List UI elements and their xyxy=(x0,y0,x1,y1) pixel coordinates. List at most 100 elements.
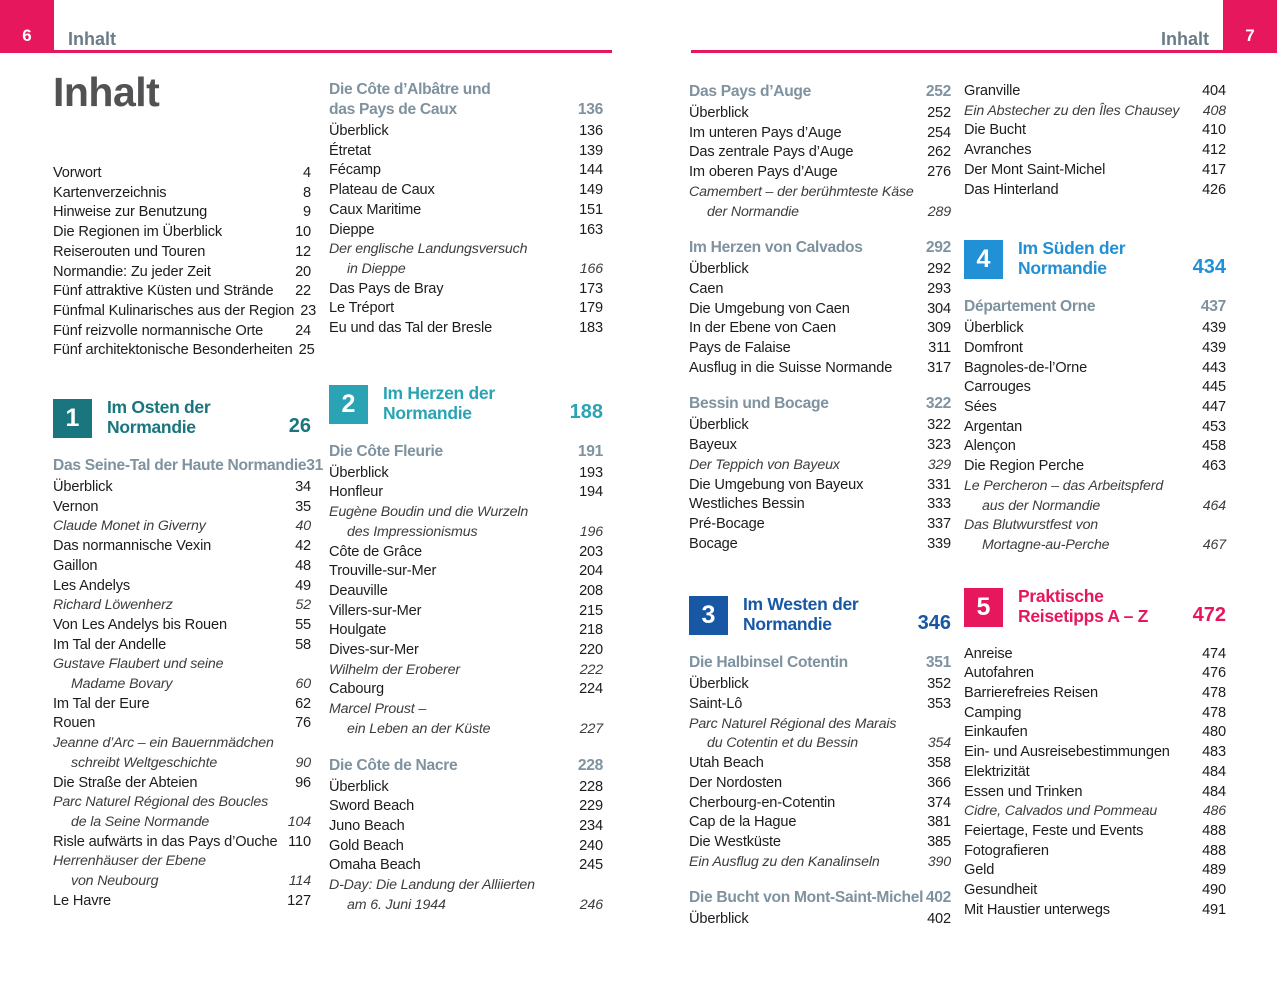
toc-entry-page: 127 xyxy=(287,892,311,909)
toc-entry-page: 220 xyxy=(579,642,603,659)
toc-entry: Gold Beach 240 xyxy=(329,837,603,857)
toc-entry-page: 24 xyxy=(295,322,311,339)
toc-entry-page: 333 xyxy=(927,496,951,513)
toc-entry: Dives-sur-Mer 220 xyxy=(329,641,603,661)
toc-entry-label: Ausflug in die Suisse Normande xyxy=(689,359,893,376)
subsection-header: Die Côte Fleurie 191 xyxy=(329,442,603,462)
toc-entry-label: Gesundheit xyxy=(964,882,1038,899)
toc-entry-label: Die Straße der Abteien xyxy=(53,774,198,791)
toc-excursus-entry-label: Wilhelm der Eroberer xyxy=(329,661,460,678)
toc-entry-page: 480 xyxy=(1202,724,1226,741)
toc-excursus-entry-line2-page: 90 xyxy=(295,754,312,771)
toc-entry-page: 35 xyxy=(295,498,311,515)
toc-excursus-entry-page: 222 xyxy=(579,661,603,678)
toc-entry-page: 245 xyxy=(579,857,603,874)
toc-excursus-entry-line2-label: de la Seine Normande xyxy=(71,813,210,830)
toc-entry-page: 151 xyxy=(579,201,603,218)
toc-entry-page: 62 xyxy=(295,695,311,712)
toc-entry-label: Juno Beach xyxy=(329,817,405,834)
toc-excursus-entry-line2: Madame Bovary 60 xyxy=(53,675,311,695)
toc-entry: Überblick 193 xyxy=(329,464,603,484)
toc-excursus-entry-line2-label: schreibt Weltgeschichte xyxy=(71,754,218,771)
toc-entry: Überblick 352 xyxy=(689,675,951,695)
toc-excursus-entry-line1-label: D-Day: Die Landung der Alliierten xyxy=(329,877,535,894)
toc-excursus-entry-line2-label: Mortagne-au-Perche xyxy=(982,536,1110,553)
section-title-line1: Im Süden der xyxy=(1018,238,1126,259)
toc-excursus-entry-label: Claude Monet in Giverny xyxy=(53,518,206,535)
toc-entry-label: Villers-sur-Mer xyxy=(329,602,422,619)
toc-entry: Pays de Falaise 311 xyxy=(689,339,951,359)
toc-entry-label: Fünf architektonische Besonderheiten xyxy=(53,342,293,359)
toc-entry: Sword Beach 229 xyxy=(329,797,603,817)
toc-entry-label: Geld xyxy=(964,862,995,879)
toc-entry-page: 447 xyxy=(1202,399,1226,416)
toc-entry-label: Kartenverzeichnis xyxy=(53,184,167,201)
toc-entry-page: 443 xyxy=(1202,359,1226,376)
toc-entry-page: 476 xyxy=(1202,665,1226,682)
toc-entry-label: Cabourg xyxy=(329,681,384,698)
section-title-line2: Normandie xyxy=(743,614,832,635)
toc-entry: Die Westküste 385 xyxy=(689,833,951,853)
toc-entry-page: 254 xyxy=(927,124,951,141)
toc-entry-label: Vernon xyxy=(53,498,99,515)
toc-entry-page: 304 xyxy=(927,300,951,317)
toc-excursus-entry-line2: in Dieppe 166 xyxy=(329,260,603,280)
toc-entry: Argentan 453 xyxy=(964,418,1226,438)
toc-entry: Geld 489 xyxy=(964,861,1226,881)
toc-entry-label: Fünf reizvolle normannische Orte xyxy=(53,322,264,339)
toc-entry: Eu und das Tal der Bresle 183 xyxy=(329,319,603,339)
subsection-header-page: 252 xyxy=(925,83,951,100)
toc-excursus-entry-line1: Herrenhäuser der Ebene xyxy=(53,852,311,872)
subsection-header-page: 31 xyxy=(306,457,323,475)
toc-excursus-entry-line1-label: Parc Naturel Régional des Marais xyxy=(689,715,897,732)
toc-entry-page: 149 xyxy=(579,182,603,199)
toc-entry-label: Mit Haustier unterwegs xyxy=(964,901,1110,918)
toc-entry: Mit Haustier unterwegs 491 xyxy=(964,901,1226,921)
toc-entry-page: 240 xyxy=(579,837,603,854)
toc-entry-page: 353 xyxy=(927,696,951,713)
toc-entry-label: Überblick xyxy=(689,911,749,928)
subsection-header-page: 402 xyxy=(925,889,951,907)
toc-excursus-entry-label: Richard Löwenherz xyxy=(53,597,173,614)
toc-entry-page: 311 xyxy=(928,340,951,357)
toc-entry-page: 34 xyxy=(295,479,311,496)
toc-entry: Utah Beach 358 xyxy=(689,754,951,774)
subsection-header-page: 437 xyxy=(1200,298,1226,316)
toc-excursus-entry-line1: Parc Naturel Régional des Marais xyxy=(689,715,951,735)
toc-entry-page: 25 xyxy=(298,342,315,359)
header-rule-left xyxy=(54,50,612,53)
toc-excursus-entry-line1: Camembert – der berühmteste Käse xyxy=(689,183,951,203)
toc-entry: Die Region Perche 463 xyxy=(964,457,1226,477)
toc-entry-page: 426 xyxy=(1202,181,1226,198)
toc-entry-label: Avranches xyxy=(964,142,1032,159)
toc-entry-page: 483 xyxy=(1202,744,1226,761)
toc-entry-label: Im unteren Pays d’Auge xyxy=(689,124,842,141)
toc-entry-label: Le Havre xyxy=(53,892,112,909)
toc-excursus-entry-line2: des Impressionismus 196 xyxy=(329,523,603,543)
toc-entry-page: 194 xyxy=(579,484,603,501)
toc-excursus-entry-line2-label: Madame Bovary xyxy=(71,676,173,693)
toc-excursus-entry-line2: der Normandie 289 xyxy=(689,203,951,223)
toc-entry: In der Ebene von Caen 309 xyxy=(689,319,951,339)
toc-entry-label: Das zentrale Pays d’Auge xyxy=(689,144,854,161)
toc-entry: Caen 293 xyxy=(689,280,951,300)
toc-excursus-entry: Ein Ausflug zu den Kanalinseln 390 xyxy=(689,853,951,873)
toc-excursus-entry-label: Ein Abstecher zu den Îles Chausey xyxy=(964,102,1180,119)
toc-entry-page: 352 xyxy=(927,676,951,693)
toc-entry-page: 323 xyxy=(927,437,951,454)
toc-entry-page: 58 xyxy=(295,636,311,653)
toc-entry: Alençon 458 xyxy=(964,437,1226,457)
toc-entry-page: 144 xyxy=(579,162,603,179)
toc-entry: Der Nordosten 366 xyxy=(689,774,951,794)
toc-entry-label: Trouville-sur-Mer xyxy=(329,563,437,580)
toc-entry-page: 48 xyxy=(295,557,311,574)
toc-entry-label: Sword Beach xyxy=(329,798,415,815)
toc-excursus-entry-line1-label: Jeanne d’Arc – ein Bauernmädchen xyxy=(53,735,274,752)
toc-excursus-entry-line1-label: Eugène Boudin und die Wurzeln xyxy=(329,504,529,521)
toc-entry-label: Carrouges xyxy=(964,379,1031,396)
toc-entry: Camping 478 xyxy=(964,704,1226,724)
toc-entry-page: 110 xyxy=(288,833,311,850)
toc-entry: Ausflug in die Suisse Normande 317 xyxy=(689,359,951,379)
toc-entry: Pré-Bocage 337 xyxy=(689,515,951,535)
toc-excursus-entry-page: 52 xyxy=(295,597,312,614)
